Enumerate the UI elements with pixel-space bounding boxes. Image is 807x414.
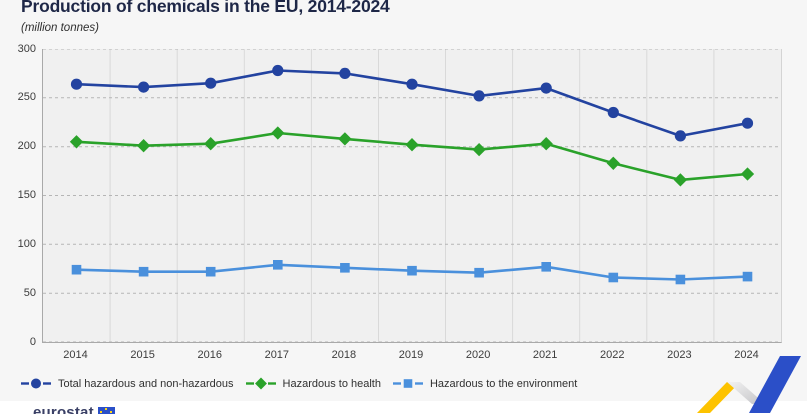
x-axis-label: 2015 [130, 349, 155, 361]
x-axis-label: 2018 [331, 349, 357, 361]
legend-diamond-marker-icon [245, 377, 276, 390]
y-axis-label: 300 [17, 42, 36, 55]
legend-circle-marker-icon [21, 377, 51, 390]
x-axis-label: 2020 [465, 349, 491, 361]
y-axis-label: 0 [29, 335, 36, 348]
chart-plot[interactable] [43, 49, 781, 342]
y-axis-label: 200 [17, 140, 36, 153]
eurostat-ribbon-graphic [697, 356, 801, 413]
eu-flag-icon [97, 407, 115, 414]
chart-title: Production of chemicals in the EU, 2014-… [21, 0, 390, 16]
legend-label: Hazardous to the environment [429, 377, 578, 390]
chart-subtitle: (million tonnes) [21, 22, 99, 34]
legend-label: Total hazardous and non-hazardous [58, 377, 234, 390]
x-axis-label: 2017 [264, 349, 290, 361]
plot-area [42, 49, 782, 343]
y-axis-label: 250 [17, 91, 36, 104]
x-axis-label: 2024 [734, 349, 759, 361]
x-axis-label: 2014 [63, 349, 88, 361]
eurostat-logo: eurostat [33, 404, 115, 414]
y-axis-label: 150 [17, 189, 36, 201]
y-axis-label: 100 [17, 237, 36, 250]
legend-square-marker-icon [392, 377, 423, 390]
legend-item-hazardous-to-health[interactable]: Hazardous to health [245, 377, 381, 390]
footer-strip [0, 401, 807, 414]
y-axis-label: 50 [23, 286, 36, 299]
legend-item-hazardous-to-environment[interactable]: Hazardous to the environment [392, 377, 578, 390]
legend: Total hazardous and non-hazardous Hazard… [21, 377, 577, 390]
x-axis-label: 2021 [532, 349, 558, 361]
x-axis: 2014 2015 2016 2017 2018 2019 2020 2021 2022 2023… [42, 349, 780, 363]
x-axis-label: 2019 [398, 349, 424, 361]
y-axis: 300 250 200 150 100 50 0 [0, 43, 36, 348]
x-axis-label: 2023 [667, 349, 692, 361]
legend-label: Hazardous to health [282, 377, 381, 390]
x-axis-label: 2022 [600, 349, 625, 361]
eurostat-logo-text: eurostat [33, 404, 94, 414]
x-axis-label: 2016 [197, 349, 222, 361]
legend-item-total-hazardous[interactable]: Total hazardous and non-hazardous [21, 377, 234, 390]
